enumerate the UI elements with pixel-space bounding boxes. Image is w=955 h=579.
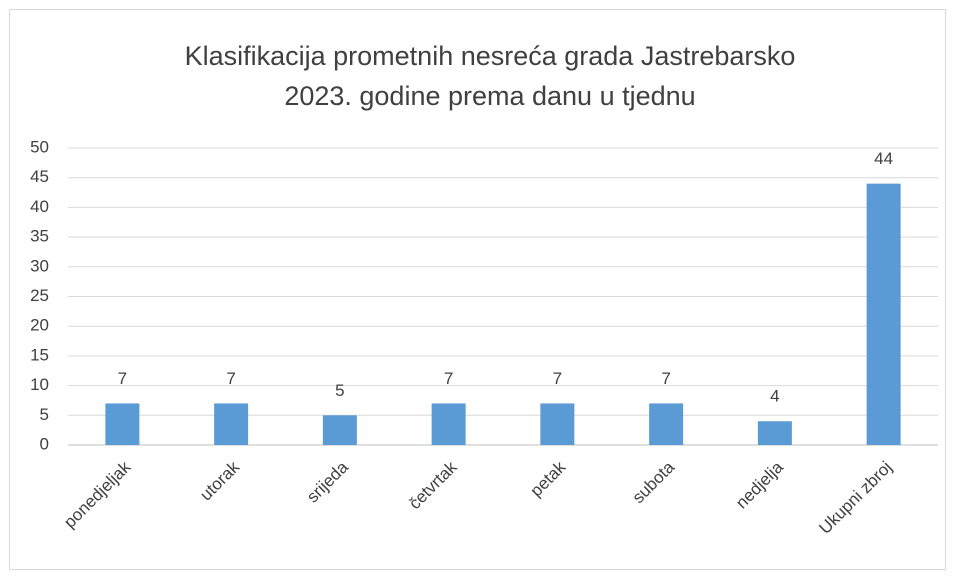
data-label: 5 — [335, 381, 344, 400]
data-label: 7 — [226, 369, 235, 388]
data-label: 7 — [553, 369, 562, 388]
y-tick-label: 30 — [30, 256, 49, 275]
bar — [757, 421, 792, 445]
data-label: 4 — [770, 387, 779, 406]
y-tick-label: 25 — [30, 286, 49, 305]
data-label: 7 — [118, 369, 127, 388]
y-tick-label: 10 — [30, 375, 49, 394]
bar — [649, 403, 684, 445]
y-tick-label: 5 — [40, 405, 49, 424]
data-label: 7 — [444, 369, 453, 388]
y-tick-label: 15 — [30, 345, 49, 364]
chart-border — [9, 9, 946, 570]
y-tick-label: 50 — [30, 137, 49, 156]
bar — [105, 403, 140, 445]
y-tick-label: 0 — [40, 434, 49, 453]
data-label: 7 — [661, 369, 670, 388]
y-tick-label: 40 — [30, 197, 49, 216]
y-tick-label: 20 — [30, 316, 49, 335]
y-tick-label: 35 — [30, 227, 49, 246]
bar — [540, 403, 575, 445]
chart-title: Klasifikacija prometnih nesreća grada Ja… — [185, 41, 796, 71]
bar — [431, 403, 466, 445]
data-label: 44 — [874, 149, 893, 168]
bar — [322, 415, 357, 445]
bar — [214, 403, 249, 445]
y-tick-label: 45 — [30, 167, 49, 186]
chart-title: 2023. godine prema danu u tjednu — [284, 81, 695, 111]
bar — [866, 183, 901, 445]
